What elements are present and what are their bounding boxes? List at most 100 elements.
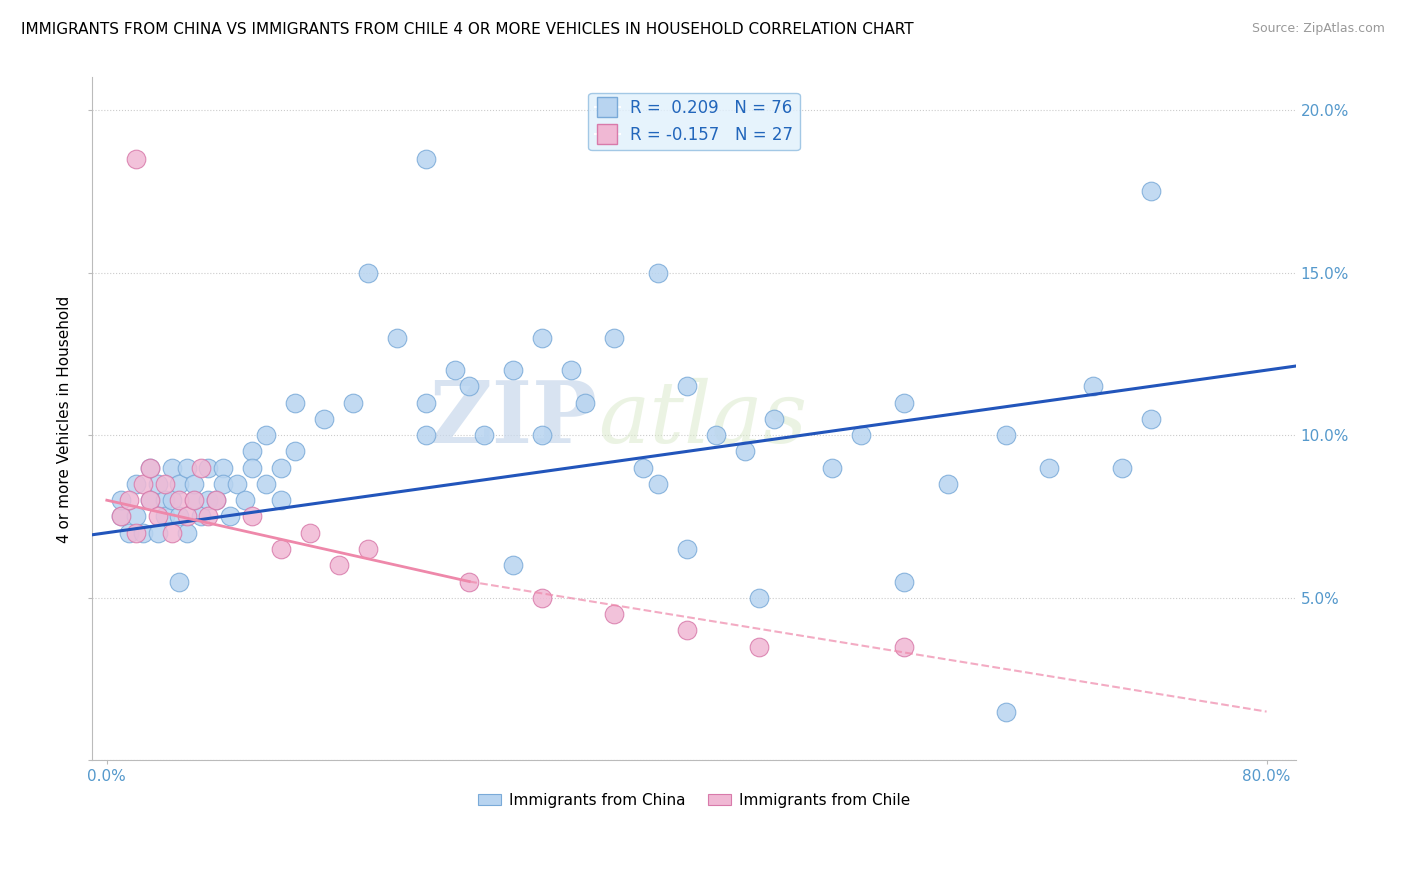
Point	[458, 379, 481, 393]
Point	[139, 493, 162, 508]
Point	[675, 624, 697, 638]
Point	[560, 363, 582, 377]
Point	[415, 428, 437, 442]
Point	[748, 640, 770, 654]
Text: Source: ZipAtlas.com: Source: ZipAtlas.com	[1251, 22, 1385, 36]
Point	[125, 477, 148, 491]
Point	[132, 477, 155, 491]
Point	[125, 152, 148, 166]
Point	[284, 444, 307, 458]
Point	[211, 460, 233, 475]
Point	[160, 525, 183, 540]
Point	[893, 395, 915, 409]
Point	[125, 525, 148, 540]
Point	[1038, 460, 1060, 475]
Point	[176, 460, 198, 475]
Point	[117, 493, 139, 508]
Point	[226, 477, 249, 491]
Point	[1139, 184, 1161, 198]
Point	[270, 493, 292, 508]
Point	[284, 395, 307, 409]
Point	[190, 509, 212, 524]
Point	[647, 477, 669, 491]
Text: ZIP: ZIP	[430, 377, 598, 461]
Point	[160, 460, 183, 475]
Point	[240, 444, 263, 458]
Point	[110, 509, 132, 524]
Point	[936, 477, 959, 491]
Point	[328, 558, 350, 573]
Point	[153, 509, 176, 524]
Point	[1111, 460, 1133, 475]
Point	[254, 477, 277, 491]
Point	[146, 525, 169, 540]
Point	[704, 428, 727, 442]
Point	[1081, 379, 1104, 393]
Point	[734, 444, 756, 458]
Point	[240, 509, 263, 524]
Point	[415, 395, 437, 409]
Y-axis label: 4 or more Vehicles in Household: 4 or more Vehicles in Household	[58, 295, 72, 542]
Point	[197, 509, 219, 524]
Point	[219, 509, 242, 524]
Point	[675, 541, 697, 556]
Point	[169, 574, 191, 589]
Point	[893, 640, 915, 654]
Point	[160, 493, 183, 508]
Point	[502, 363, 524, 377]
Point	[415, 152, 437, 166]
Point	[357, 266, 380, 280]
Point	[169, 493, 191, 508]
Point	[197, 493, 219, 508]
Point	[204, 493, 226, 508]
Point	[211, 477, 233, 491]
Point	[443, 363, 465, 377]
Point	[110, 509, 132, 524]
Point	[183, 493, 205, 508]
Point	[197, 460, 219, 475]
Point	[176, 525, 198, 540]
Point	[893, 574, 915, 589]
Point	[176, 509, 198, 524]
Point	[183, 493, 205, 508]
Point	[132, 525, 155, 540]
Point	[125, 509, 148, 524]
Point	[117, 525, 139, 540]
Point	[675, 379, 697, 393]
Point	[204, 493, 226, 508]
Point	[110, 493, 132, 508]
Point	[647, 266, 669, 280]
Point	[530, 428, 553, 442]
Point	[603, 607, 626, 621]
Point	[821, 460, 844, 475]
Point	[153, 493, 176, 508]
Point	[574, 395, 596, 409]
Point	[530, 330, 553, 344]
Point	[631, 460, 654, 475]
Point	[169, 477, 191, 491]
Point	[153, 477, 176, 491]
Point	[458, 574, 481, 589]
Point	[270, 541, 292, 556]
Point	[139, 460, 162, 475]
Point	[472, 428, 495, 442]
Point	[146, 509, 169, 524]
Point	[385, 330, 408, 344]
Point	[603, 330, 626, 344]
Point	[190, 460, 212, 475]
Point	[530, 591, 553, 605]
Point	[183, 477, 205, 491]
Point	[298, 525, 321, 540]
Point	[169, 509, 191, 524]
Point	[748, 591, 770, 605]
Point	[146, 477, 169, 491]
Point	[233, 493, 256, 508]
Point	[139, 460, 162, 475]
Point	[240, 460, 263, 475]
Point	[1139, 412, 1161, 426]
Point	[357, 541, 380, 556]
Point	[342, 395, 364, 409]
Text: IMMIGRANTS FROM CHINA VS IMMIGRANTS FROM CHILE 4 OR MORE VEHICLES IN HOUSEHOLD C: IMMIGRANTS FROM CHINA VS IMMIGRANTS FROM…	[21, 22, 914, 37]
Point	[762, 412, 785, 426]
Point	[270, 460, 292, 475]
